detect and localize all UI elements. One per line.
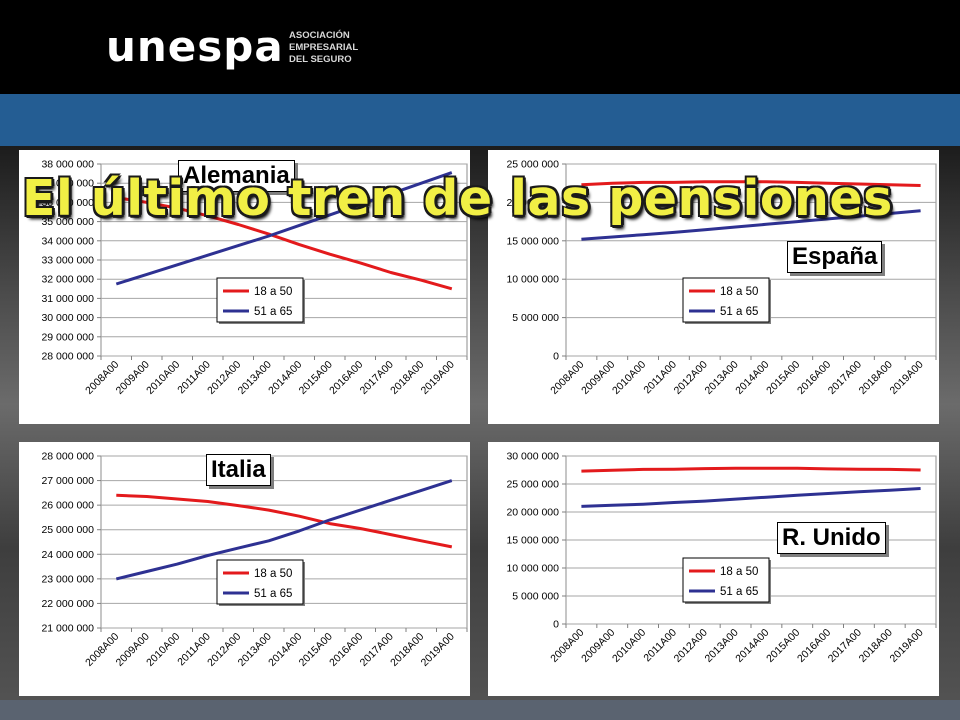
y-tick-label: 25 000 000: [506, 159, 559, 171]
chart-panel-reino-unido: 30 000 000 25 000 000 20 000 000 15 000 000…: [488, 442, 939, 696]
chart-espana: 25 000 000 20 000 000 15 000 000 10 000 000…: [506, 159, 937, 397]
chart-alemania: 38 000 000 37 000 000 36 000 000 35 000 000…: [41, 159, 468, 397]
x-tick-label: 2019A00: [887, 359, 925, 397]
legend-label: 51 a 65: [720, 306, 758, 318]
y-tick-label: 23 000 000: [41, 573, 94, 585]
chart-italia: 28 000 000 27 000 000 26 000 000 25 000 000…: [41, 451, 468, 669]
logo-subtitle-line: EMPRESARIAL: [289, 42, 359, 53]
country-label-espana: España: [787, 241, 883, 273]
x-tick-label: 2019A00: [419, 359, 457, 397]
logo-subtitle-line: DEL SEGURO: [289, 54, 352, 65]
series-line-18-50: [116, 493, 453, 549]
legend-label: 18 a 50: [720, 566, 758, 578]
logo-subtitle-line: ASOCIACIÓN: [289, 30, 350, 41]
y-tick-label: 29 000 000: [41, 331, 94, 343]
slide-title: El último tren de las pensiones: [22, 170, 893, 227]
y-tick-label: 36 000 000: [41, 197, 94, 209]
country-label-italia: Italia: [206, 454, 271, 486]
legend-label: 51 a 65: [254, 588, 292, 600]
y-tick-label: 0: [553, 619, 559, 631]
blue-band: [0, 94, 960, 146]
legend-label: 18 a 50: [254, 568, 292, 580]
y-tick-label: 22 000 000: [41, 598, 94, 610]
y-tick-label: 28 000 000: [41, 351, 94, 363]
y-tick-label: 37 000 000: [41, 178, 94, 190]
y-tick-label: 31 000 000: [41, 293, 94, 305]
chart-legend: 18 a 50 51 a 65: [216, 277, 305, 324]
chart-panel-espana: 25 000 000 20 000 000 15 000 000 10 000 000…: [488, 150, 939, 424]
bottom-strip: [0, 700, 960, 720]
series-line-51-65: [115, 479, 453, 581]
y-tick-label: 0: [553, 351, 559, 363]
country-label-alemania: Alemania: [178, 160, 295, 192]
series-line-51-65: [115, 171, 453, 286]
y-tick-label: 15 000 000: [506, 235, 559, 247]
legend-box: [216, 277, 304, 323]
series-line-18-50: [581, 466, 921, 473]
x-tick-label: 2010A00: [610, 359, 648, 397]
legend-label: 51 a 65: [254, 306, 292, 318]
y-tick-label: 34 000 000: [41, 235, 94, 247]
y-tick-label: 26 000 000: [41, 500, 94, 512]
chart-legend: 18 a 50 51 a 65: [682, 557, 771, 604]
y-tick-label: 32 000 000: [41, 274, 94, 286]
logo-subtitle: ASOCIACIÓN EMPRESARIAL DEL SEGURO: [289, 30, 409, 66]
y-tick-label: 33 000 000: [41, 255, 94, 267]
country-label-reino-unido: R. Unido: [777, 522, 886, 554]
legend-box: [682, 277, 770, 323]
chart-panel-alemania: 38 000 000 37 000 000 36 000 000 35 000 000…: [19, 150, 470, 424]
y-tick-label: 20 000 000: [506, 507, 559, 519]
header-bar: unespa ASOCIACIÓN EMPRESARIAL DEL SEGURO: [0, 0, 960, 94]
series-line-18-50: [581, 180, 921, 187]
legend-box: [216, 559, 304, 605]
chart-reino-unido: 30 000 000 25 000 000 20 000 000 15 000 000…: [506, 451, 937, 665]
y-tick-label: 10 000 000: [506, 563, 559, 575]
y-tick-label: 15 000 000: [506, 535, 559, 547]
legend-box: [682, 557, 770, 603]
y-tick-label: 28 000 000: [41, 451, 94, 463]
y-tick-label: 25 000 000: [41, 524, 94, 536]
legend-label: 18 a 50: [254, 286, 292, 298]
chart-legend: 18 a 50 51 a 65: [682, 277, 771, 324]
y-tick-label: 10 000 000: [506, 274, 559, 286]
series-line-51-65: [581, 209, 921, 241]
y-tick-label: 20 000 000: [506, 197, 559, 209]
x-tick-label: 2010A00: [144, 631, 182, 669]
y-tick-label: 30 000 000: [506, 451, 559, 463]
x-tick-label: 2010A00: [610, 627, 648, 665]
logo-wordmark: unespa: [106, 22, 284, 71]
x-tick-label: 2019A00: [887, 627, 925, 665]
y-tick-label: 25 000 000: [506, 479, 559, 491]
series-line-51-65: [581, 487, 921, 508]
chart-legend: 18 a 50 51 a 65: [216, 559, 305, 606]
y-tick-label: 35 000 000: [41, 216, 94, 228]
legend-label: 18 a 50: [720, 286, 758, 298]
x-tick-label: 2019A00: [419, 631, 457, 669]
y-tick-label: 5 000 000: [512, 312, 559, 324]
y-tick-label: 38 000 000: [41, 159, 94, 171]
y-tick-label: 24 000 000: [41, 549, 94, 561]
y-tick-label: 30 000 000: [41, 312, 94, 324]
y-tick-label: 5 000 000: [512, 591, 559, 603]
y-tick-label: 27 000 000: [41, 475, 94, 487]
x-tick-label: 2010A00: [144, 359, 182, 397]
y-tick-label: 21 000 000: [41, 623, 94, 635]
legend-label: 51 a 65: [720, 586, 758, 598]
series-line-18-50: [116, 196, 453, 291]
